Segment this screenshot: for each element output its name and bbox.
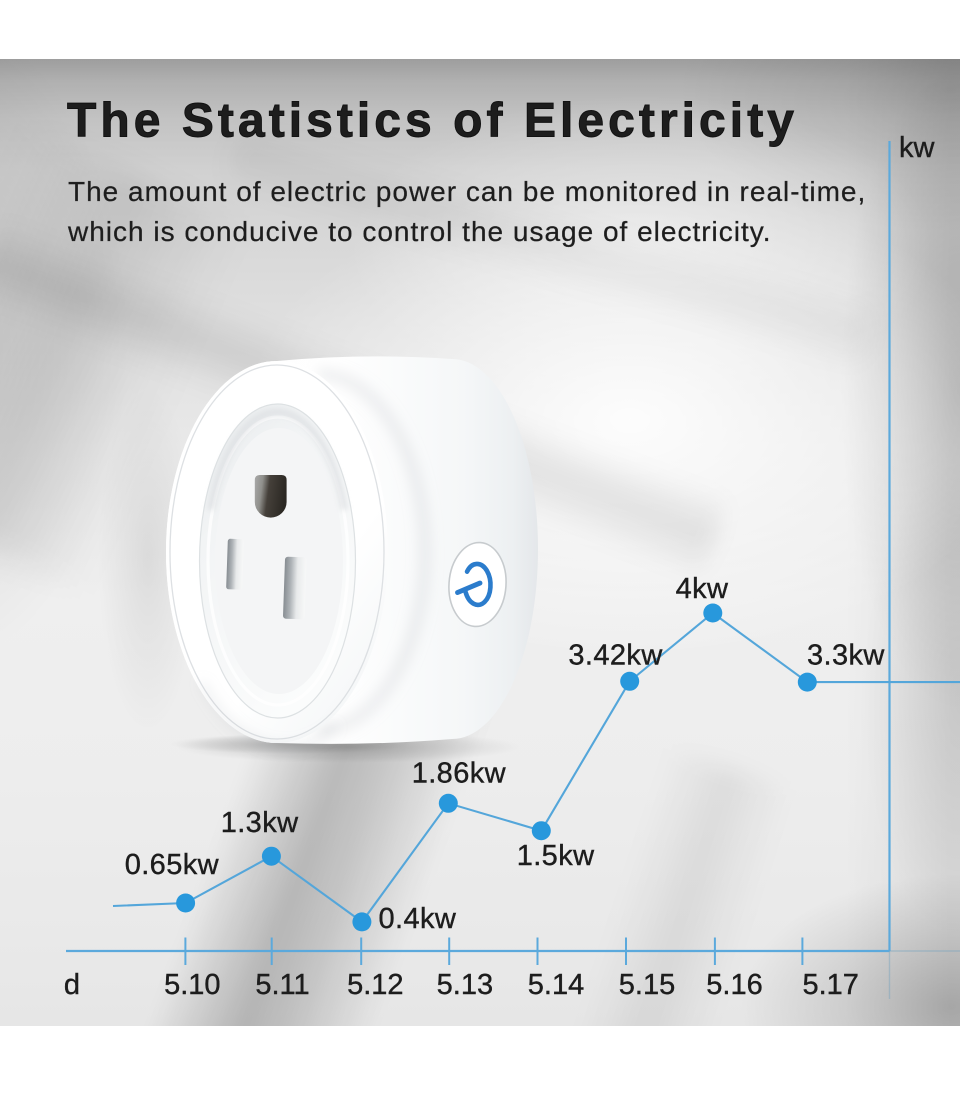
svg-text:3.42kw: 3.42kw	[568, 640, 663, 672]
svg-text:1.5kw: 1.5kw	[517, 840, 595, 872]
svg-text:5.10: 5.10	[164, 969, 220, 1001]
svg-text:1.86kw: 1.86kw	[412, 758, 507, 790]
svg-text:0.4kw: 0.4kw	[379, 903, 457, 935]
svg-text:5.12: 5.12	[347, 969, 403, 1001]
svg-text:which is conducive to control: which is conducive to control the usage …	[67, 216, 771, 247]
svg-text:0.65kw: 0.65kw	[125, 849, 220, 881]
svg-text:5.11: 5.11	[255, 969, 309, 1001]
svg-text:The amount of electric power c: The amount of electric power can be moni…	[68, 176, 866, 207]
svg-text:5.14: 5.14	[528, 969, 584, 1001]
svg-text:5.15: 5.15	[619, 969, 675, 1001]
svg-text:5.17: 5.17	[802, 969, 858, 1001]
svg-text:d: d	[64, 969, 80, 1001]
svg-text:kw: kw	[899, 132, 936, 164]
svg-text:The Statistics of Electricity: The Statistics of Electricity	[67, 95, 798, 148]
svg-text:5.13: 5.13	[437, 969, 493, 1001]
svg-text:1.3kw: 1.3kw	[221, 807, 299, 839]
svg-text:4kw: 4kw	[676, 573, 729, 605]
svg-text:3.3kw: 3.3kw	[807, 640, 885, 672]
svg-text:5.16: 5.16	[706, 969, 762, 1001]
